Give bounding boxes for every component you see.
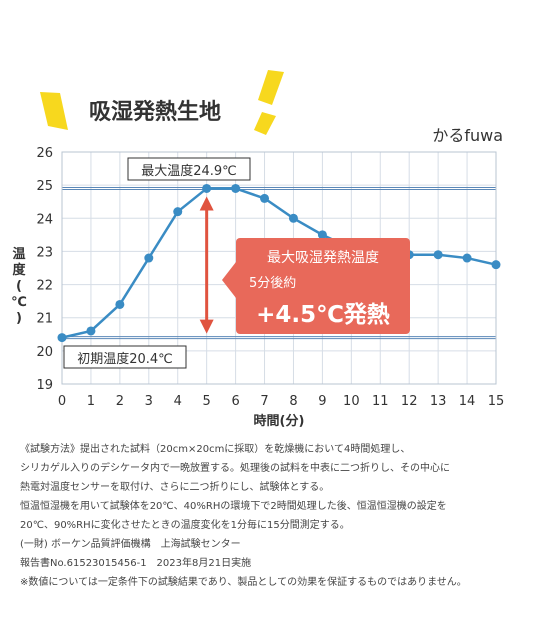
initial-temp-label-box: 初期温度20.4℃ [63, 345, 187, 369]
brand-label: かるfuwa [432, 126, 503, 145]
x-tick-label: 3 [145, 394, 153, 409]
chart: 吸湿発熱生地 かるfuwa 0 1 2 3 4 5 6 7 8 9 10 11 12 13 14 15 192… [11, 70, 504, 429]
y-tick-label: 20 [36, 345, 53, 360]
data-point [462, 253, 472, 263]
x-tick-label: 6 [231, 394, 239, 409]
y-axis-label-char: ℃ [11, 295, 27, 310]
y-axis-label-char: 温 [12, 247, 25, 262]
note-line: シリカゲル入りのデシケータ内で一晩放置する。処理後の試料を中表に二つ折りし、その… [20, 463, 450, 474]
y-axis-label-char: ) [16, 311, 22, 326]
note-line: (一財) ボーケン品質評価機構 上海試験センター [20, 539, 241, 550]
note-line: 熱電対温度センサーを取付け、さらに二つ折りにし、試験体とする。 [20, 482, 330, 493]
y-tick-label: 21 [36, 312, 53, 327]
note-line: ※数値については一定条件下の試験結果であり、製品としての効果を保証するものではあ… [20, 577, 467, 588]
note-line: 20℃、90%RHに変化させたときの温度変化を1分毎に15分間測定する。 [20, 520, 350, 531]
y-axis-label: 温度(℃) [11, 247, 27, 326]
arrow-head-up [199, 196, 214, 211]
x-tick-label: 14 [459, 394, 476, 409]
series-line [61, 187, 497, 339]
x-tick-label: 8 [289, 394, 297, 409]
y-axis-label-char: 度 [12, 262, 26, 278]
chart-title: 吸湿発熱生地 [89, 99, 221, 125]
reference-lines [62, 186, 496, 340]
max-temp-label-box: 最大温度24.9℃ [127, 157, 251, 181]
callout-line1: 最大吸湿発熱温度 [267, 250, 379, 266]
x-tick-label: 11 [372, 394, 389, 409]
arrow-head-down [199, 319, 214, 334]
data-point [86, 326, 96, 336]
x-tick-label: 13 [430, 394, 447, 409]
series-points [57, 183, 501, 343]
y-axis-label-char: ( [16, 279, 22, 294]
test-method-notes: 《試験方法》提出された試料（20cm×20cmに採取）を乾燥機において4時間処理… [20, 440, 520, 592]
y-tick-label: 26 [36, 146, 53, 161]
x-axis-label: 時間(分) [254, 413, 305, 429]
data-point [57, 333, 67, 343]
x-tick-labels: 0 1 2 3 4 5 6 7 8 9 10 11 12 13 14 15 [58, 394, 504, 409]
note-line: 恒温恒湿機を用いて試験体を20℃、40%RHの環境下で2時間処理した後、恒温恒湿… [20, 501, 447, 512]
data-point [433, 250, 443, 260]
x-tick-label: 5 [203, 394, 211, 409]
x-tick-label: 9 [318, 394, 326, 409]
y-tick-labels: 19 20 21 22 23 24 25 26 [36, 146, 53, 393]
data-point [491, 260, 501, 270]
x-tick-label: 1 [87, 394, 95, 409]
x-tick-label: 7 [260, 394, 268, 409]
y-tick-label: 19 [36, 378, 53, 393]
x-tick-label: 4 [174, 394, 182, 409]
data-point [144, 253, 154, 263]
sparkle-icon [40, 70, 284, 135]
x-tick-label: 10 [343, 394, 360, 409]
series-line-path [61, 187, 497, 339]
callout-line3: +4.5℃発熱 [256, 302, 390, 328]
data-point [260, 193, 270, 203]
callout: 最大吸湿発熱温度 5分後約 +4.5℃発熱 [222, 238, 410, 334]
note-line: 《試験方法》提出された試料（20cm×20cmに採取）を乾燥機において4時間処理… [20, 444, 411, 455]
x-tick-label: 0 [58, 394, 66, 409]
data-point [231, 183, 241, 193]
callout-line2: 5分後約 [249, 276, 296, 291]
note-line: 報告書No.61523015456-1 2023年8月21日実施 [20, 558, 252, 569]
y-tick-label: 22 [36, 279, 53, 294]
x-tick-label: 12 [401, 394, 418, 409]
data-point [202, 183, 212, 193]
initial-temp-label: 初期温度20.4℃ [77, 351, 173, 367]
x-tick-label: 15 [488, 394, 505, 409]
y-tick-label: 24 [36, 212, 53, 227]
data-point [288, 213, 298, 223]
y-tick-label: 23 [36, 245, 53, 260]
data-point [173, 207, 183, 217]
data-point [317, 230, 327, 240]
x-tick-label: 2 [116, 394, 124, 409]
max-temp-label: 最大温度24.9℃ [141, 163, 237, 179]
data-point [115, 299, 125, 309]
y-tick-label: 25 [36, 179, 53, 194]
temperature-rise-arrow [199, 196, 214, 334]
